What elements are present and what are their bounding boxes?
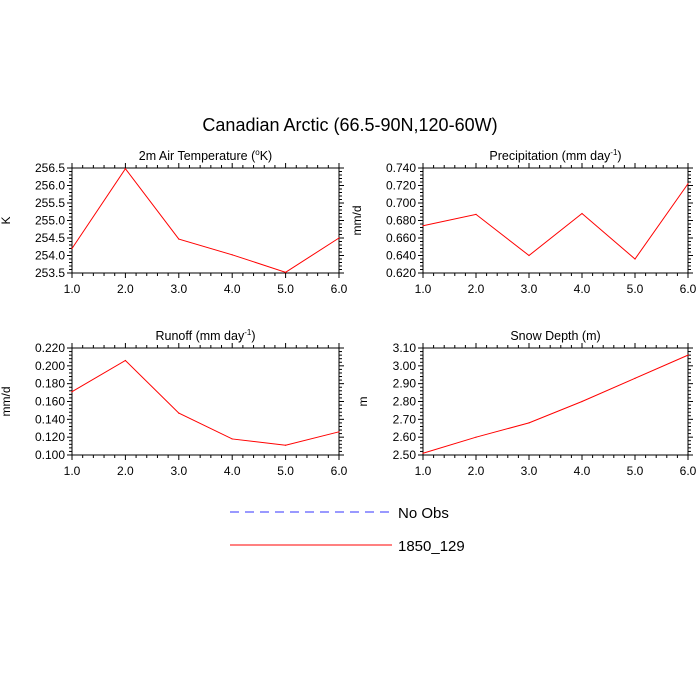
- x-tick-label: 4.0: [224, 464, 241, 478]
- panel-2: 0.620 0.640 0.660 0.680 0.700 0.720 0.740 1.0 2.…: [350, 148, 697, 296]
- y-tick-label: 2.80: [393, 395, 417, 409]
- x-tick-label: 4.0: [224, 282, 241, 296]
- y-tick-label: 254.5: [35, 231, 65, 245]
- panel-4: 2.50 2.60 2.70 2.80 2.90 3.00 3.10 1.0 2.0 3.0 4.0…: [356, 329, 697, 478]
- legend-label: No Obs: [398, 505, 449, 522]
- y-tick-label: 0.160: [35, 395, 65, 409]
- data-point: [231, 438, 233, 440]
- x-tick-label: 2.0: [468, 282, 485, 296]
- data-point: [124, 359, 126, 362]
- data-point: [687, 354, 689, 356]
- y-tick-label: 0.720: [386, 179, 416, 193]
- panel-1: 253.5 254.0 254.5 255.0 255.5 256.0 256.5 1.0 2.…: [0, 148, 348, 296]
- y-tick-label: 2.90: [393, 377, 417, 391]
- y-tick-label: 0.680: [386, 214, 416, 228]
- x-tick-label: 1.0: [64, 464, 81, 478]
- x-tick-label: 5.0: [277, 282, 294, 296]
- y-tick-label: 0.220: [35, 341, 65, 355]
- data-point: [178, 238, 180, 240]
- panel-title: Snow Depth (m): [510, 329, 600, 343]
- series-line: [71, 359, 340, 446]
- y-axis-label: mm/d: [350, 206, 364, 236]
- y-tick-label: 0.140: [35, 412, 65, 426]
- x-tick-label: 4.0: [574, 282, 591, 296]
- data-point: [285, 444, 287, 446]
- panel-title: 2m Air Temperature (oK): [139, 148, 272, 163]
- y-tick-label: 0.660: [386, 231, 416, 245]
- y-tick-label: 255.0: [35, 214, 65, 228]
- y-tick-label: 253.5: [35, 266, 65, 280]
- x-tick-label: 6.0: [331, 464, 348, 478]
- y-tick-label: 0.200: [35, 359, 65, 373]
- x-tick-label: 4.0: [574, 464, 591, 478]
- x-tick-label: 1.0: [64, 282, 81, 296]
- data-point: [124, 168, 126, 170]
- panel-title: Runoff (mm day-1): [156, 328, 256, 343]
- data-point: [422, 452, 424, 454]
- y-tick-label: 256.5: [35, 161, 65, 175]
- y-tick-label: 256.0: [35, 179, 65, 193]
- panel-title: Precipitation (mm day-1): [489, 148, 621, 163]
- y-axis-label: mm/d: [0, 387, 13, 417]
- data-point: [687, 183, 689, 185]
- x-tick-label: 1.0: [415, 464, 432, 478]
- data-point: [422, 225, 424, 227]
- data-point: [528, 422, 530, 424]
- y-tick-label: 2.50: [393, 448, 417, 462]
- legend: No Obs 1850_129: [230, 505, 465, 555]
- x-tick-label: 2.0: [117, 464, 134, 478]
- y-tick-label: 0.100: [35, 448, 65, 462]
- data-point: [475, 436, 477, 438]
- y-tick-label: 0.180: [35, 377, 65, 391]
- data-point: [634, 377, 636, 379]
- data-point: [338, 237, 340, 239]
- data-point: [178, 412, 180, 414]
- x-tick-label: 1.0: [415, 282, 432, 296]
- y-tick-label: 3.00: [393, 359, 417, 373]
- data-point: [231, 254, 233, 256]
- y-axis-label: K: [0, 216, 13, 224]
- data-point: [71, 391, 73, 393]
- y-tick-label: 0.620: [386, 266, 416, 280]
- x-tick-label: 3.0: [521, 464, 538, 478]
- legend-label: 1850_129: [398, 538, 465, 555]
- data-point: [528, 254, 530, 257]
- data-point: [475, 213, 477, 215]
- y-tick-label: 254.0: [35, 249, 65, 263]
- series-line: [71, 167, 340, 273]
- y-tick-label: 0.740: [386, 161, 416, 175]
- x-tick-label: 5.0: [627, 282, 644, 296]
- y-tick-label: 255.5: [35, 196, 65, 210]
- y-tick-label: 0.700: [386, 196, 416, 210]
- x-tick-label: 2.0: [117, 282, 134, 296]
- y-axis-label: m: [356, 397, 370, 407]
- x-tick-label: 5.0: [627, 464, 644, 478]
- x-tick-label: 2.0: [468, 464, 485, 478]
- data-point: [634, 258, 636, 260]
- figure-title: Canadian Arctic (66.5-90N,120-60W): [202, 115, 497, 135]
- data-point: [581, 400, 583, 403]
- x-tick-label: 6.0: [680, 464, 697, 478]
- y-tick-label: 0.640: [386, 249, 416, 263]
- y-tick-label: 2.60: [393, 430, 417, 444]
- y-tick-label: 3.10: [393, 341, 417, 355]
- data-point: [581, 212, 583, 215]
- y-tick-label: 0.120: [35, 430, 65, 444]
- x-tick-label: 3.0: [170, 282, 187, 296]
- x-tick-label: 5.0: [277, 464, 294, 478]
- data-point: [285, 271, 287, 273]
- data-point: [338, 431, 340, 433]
- panel-3: 0.100 0.120 0.140 0.160 0.180 0.200 0.220 1.0 2.…: [0, 328, 348, 478]
- x-tick-label: 3.0: [521, 282, 538, 296]
- x-tick-label: 3.0: [170, 464, 187, 478]
- series-line: [422, 354, 689, 454]
- x-tick-label: 6.0: [331, 282, 348, 296]
- x-tick-label: 6.0: [680, 282, 697, 296]
- data-point: [71, 247, 73, 250]
- y-tick-label: 2.70: [393, 412, 417, 426]
- series-line: [422, 183, 689, 260]
